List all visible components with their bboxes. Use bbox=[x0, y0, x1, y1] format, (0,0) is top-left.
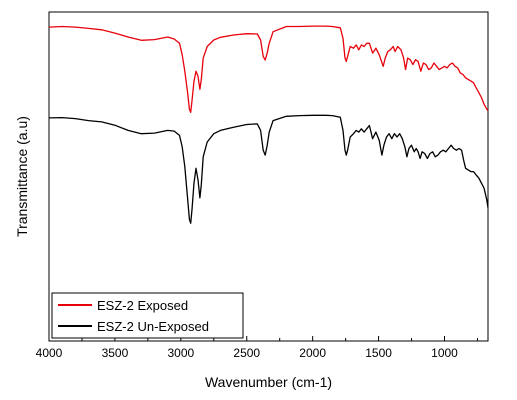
series-line-0 bbox=[48, 25, 489, 113]
x-tick-label: 1500 bbox=[365, 346, 392, 360]
legend-box bbox=[51, 292, 244, 339]
series-line-1 bbox=[48, 114, 489, 224]
x-tick-label: 3500 bbox=[102, 346, 129, 360]
x-tick-label: 4000 bbox=[36, 346, 63, 360]
x-axis-ticks: 4000 3500 3000 2500 2000 1500 1000 bbox=[36, 336, 478, 360]
legend-label-unexposed: ESZ-2 Un-Exposed bbox=[97, 319, 209, 334]
x-tick-label: 3000 bbox=[167, 346, 194, 360]
legend: ESZ-2 Exposed ESZ-2 Un-Exposed bbox=[51, 292, 244, 339]
plot-frame bbox=[48, 11, 489, 342]
legend-label-exposed: ESZ-2 Exposed bbox=[97, 298, 188, 313]
x-tick-label: 2000 bbox=[299, 346, 326, 360]
x-axis-label: Wavenumber (cm-1) bbox=[205, 374, 332, 390]
series-layer bbox=[48, 25, 489, 224]
x-tick-label: 1000 bbox=[431, 346, 458, 360]
y-axis-label: Transmittance (a.u) bbox=[14, 116, 30, 237]
x-tick-label: 2500 bbox=[233, 346, 260, 360]
